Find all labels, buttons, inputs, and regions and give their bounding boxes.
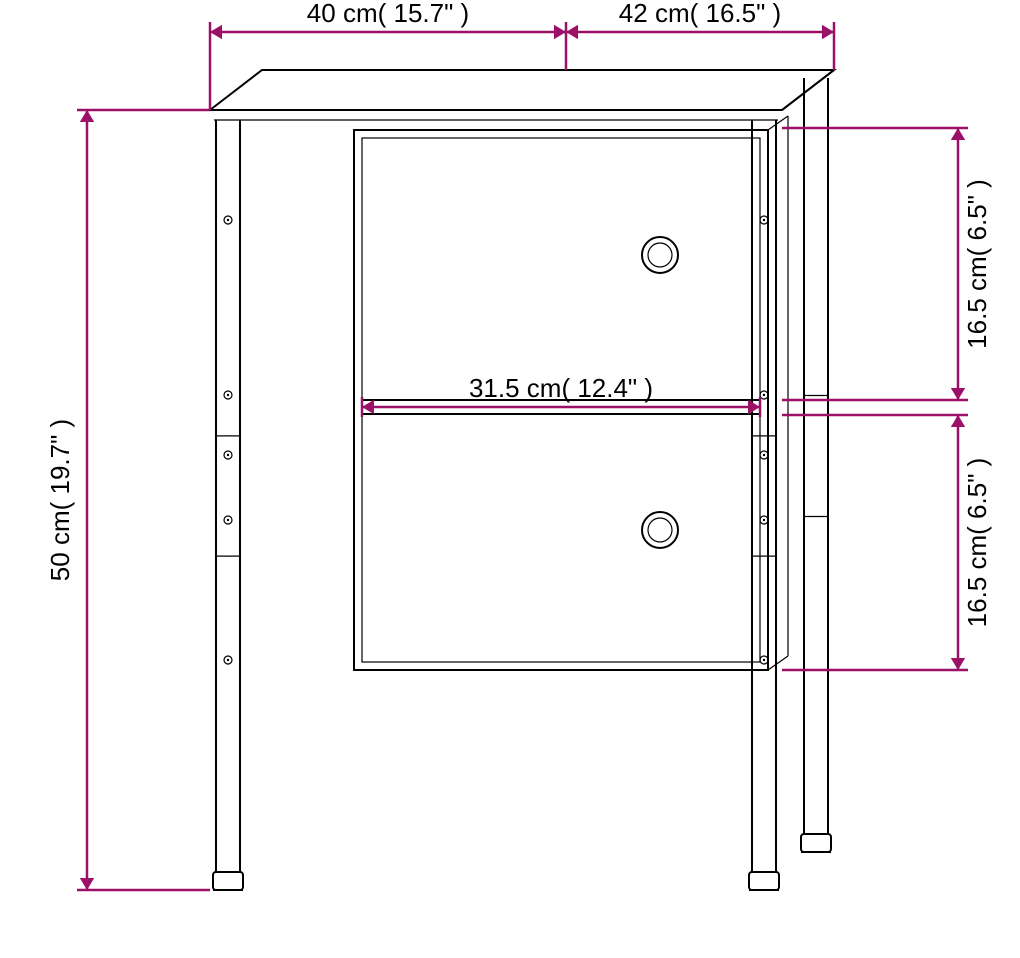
svg-text:16.5 cm( 6.5" ): 16.5 cm( 6.5" ) [962,179,992,349]
svg-text:42 cm( 16.5" ): 42 cm( 16.5" ) [619,0,781,28]
tabletop [210,70,834,110]
svg-text:40 cm( 15.7" ): 40 cm( 15.7" ) [307,0,469,28]
svg-text:16.5 cm( 6.5" ): 16.5 cm( 6.5" ) [962,458,992,628]
svg-text:31.5 cm( 12.4" ): 31.5 cm( 12.4" ) [469,373,653,403]
furniture-dimension-diagram: 40 cm( 15.7" ) 42 cm( 16.5" ) 50 cm( 19.7"… [0,0,1020,958]
svg-text:50 cm( 19.7" ): 50 cm( 19.7" ) [45,419,75,581]
